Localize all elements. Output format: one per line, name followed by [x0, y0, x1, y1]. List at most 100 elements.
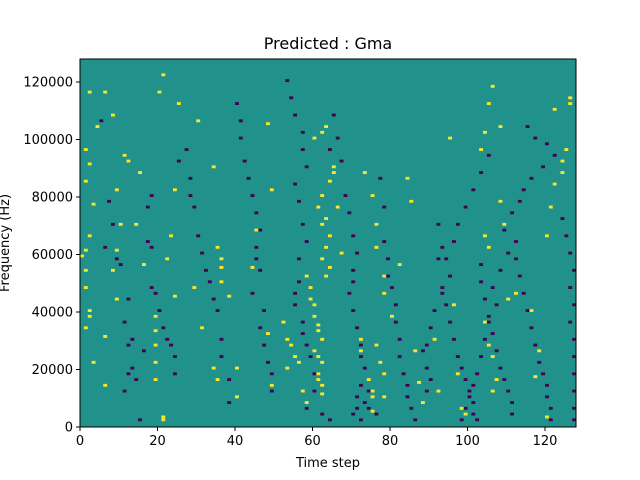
heatmap-cell-high — [122, 153, 127, 157]
heatmap-cell-low — [145, 240, 150, 244]
heatmap-cell-low — [246, 176, 251, 180]
heatmap-cell-high — [285, 337, 290, 341]
heatmap-cell-high — [448, 136, 453, 140]
heatmap-cell-high — [374, 343, 379, 347]
heatmap-cell-low — [517, 274, 522, 278]
plot-frame — [79, 58, 577, 428]
heatmap-cell-low — [126, 343, 131, 347]
heatmap-cell-low — [479, 171, 484, 175]
heatmap-cell-low — [471, 188, 476, 192]
heatmap-cell-low — [196, 234, 201, 238]
heatmap-cell-low — [359, 418, 363, 422]
heatmap-cell-high — [552, 107, 557, 111]
heatmap-cell-low — [572, 418, 577, 422]
heatmap-cell-low — [184, 148, 189, 152]
heatmap-cell-high — [560, 159, 565, 163]
heatmap-cell-high — [289, 343, 294, 347]
heatmap-cell-high — [200, 326, 205, 330]
heatmap-cell-low — [204, 268, 208, 272]
heatmap-cell-low — [529, 176, 534, 180]
y-tick-label: 80000 — [32, 191, 73, 206]
heatmap-cell-high — [483, 320, 487, 324]
heatmap-cell-low — [312, 389, 317, 393]
heatmap-cell-low — [269, 389, 274, 393]
heatmap-cell-high — [219, 280, 224, 284]
heatmap-cell-low — [494, 349, 499, 353]
heatmap-cell-low — [293, 291, 298, 295]
heatmap-cell-high — [331, 171, 336, 175]
heatmap-cell-high — [320, 383, 325, 387]
heatmap-cell-low — [479, 280, 484, 284]
heatmap-cell-low — [467, 389, 472, 393]
heatmap-cell-low — [533, 136, 538, 140]
heatmap-cell-high — [111, 268, 115, 272]
heatmap-cell-high — [514, 291, 518, 295]
heatmap-cell-low — [142, 349, 146, 353]
heatmap-cell-high — [328, 234, 332, 238]
heatmap-cell-high — [83, 268, 88, 272]
heatmap-cell-high — [324, 245, 329, 249]
heatmap-cell-low — [215, 309, 220, 313]
heatmap-cell-low — [258, 228, 263, 232]
heatmap-cell-low — [347, 291, 352, 295]
heatmap-cell-low — [401, 372, 406, 376]
heatmap-cell-high — [91, 360, 96, 364]
heatmap-cell-high — [316, 355, 321, 359]
heatmap-cell-high — [153, 314, 158, 318]
heatmap-cell-low — [308, 355, 313, 359]
heatmap-cell-low — [475, 418, 480, 422]
heatmap-cell-high — [157, 90, 162, 94]
heatmap-cell-low — [289, 96, 294, 100]
heatmap-cell-high — [335, 205, 340, 209]
heatmap-cell-low — [200, 251, 205, 255]
heatmap-cell-low — [448, 320, 453, 324]
heatmap-cell-low — [366, 406, 371, 410]
x-tick-label: 20 — [149, 434, 166, 449]
heatmap-cell-low — [510, 401, 515, 405]
heatmap-cell-low — [238, 136, 243, 140]
heatmap-cell-low — [176, 159, 181, 163]
heatmap-cell-low — [467, 395, 472, 399]
heatmap-cell-high — [374, 245, 379, 249]
heatmap-cell-high — [269, 383, 274, 387]
heatmap-cell-low — [471, 383, 476, 387]
x-tick-label: 100 — [455, 434, 480, 449]
heatmap-cell-high — [405, 176, 410, 180]
heatmap-cell-high — [502, 222, 507, 226]
heatmap-cell-high — [297, 360, 301, 364]
heatmap-cell-low — [254, 245, 259, 249]
heatmap-cell-low — [533, 343, 538, 347]
heatmap-cell-low — [351, 280, 356, 284]
heatmap-cell-low — [304, 240, 309, 244]
heatmap-cell-high — [285, 366, 290, 370]
heatmap-cell-low — [304, 343, 309, 347]
heatmap-cell-high — [374, 222, 379, 226]
heatmap-cell-low — [545, 383, 549, 387]
heatmap-cell-high — [320, 392, 325, 396]
heatmap-cell-high — [312, 314, 317, 318]
heatmap-cell-high — [382, 274, 387, 278]
heatmap-cell-high — [87, 234, 92, 238]
heatmap-cell-low — [157, 309, 162, 313]
heatmap-cell-low — [510, 412, 515, 416]
heatmap-cell-high — [227, 294, 232, 298]
x-tick-label: 60 — [304, 434, 321, 449]
heatmap-cell-high — [87, 90, 92, 94]
heatmap-cell-low — [452, 337, 456, 341]
heatmap-cell-high — [552, 182, 557, 186]
heatmap-cell-low — [424, 366, 429, 370]
heatmap-cell-high — [324, 125, 329, 129]
heatmap-cell-low — [297, 257, 301, 261]
heatmap-cell-high — [483, 130, 487, 134]
heatmap-cell-low — [149, 194, 154, 198]
heatmap-cell-low — [463, 205, 468, 209]
heatmap-cell-high — [83, 179, 88, 183]
heatmap-cell-high — [529, 309, 534, 313]
heatmap-cell-low — [335, 136, 340, 140]
heatmap-cell-high — [211, 165, 216, 169]
heatmap-cell-high — [328, 179, 332, 183]
heatmap-cell-low — [300, 332, 305, 336]
heatmap-cell-low — [262, 343, 267, 347]
heatmap-cell-high — [173, 294, 177, 298]
heatmap-cell-low — [459, 418, 464, 422]
